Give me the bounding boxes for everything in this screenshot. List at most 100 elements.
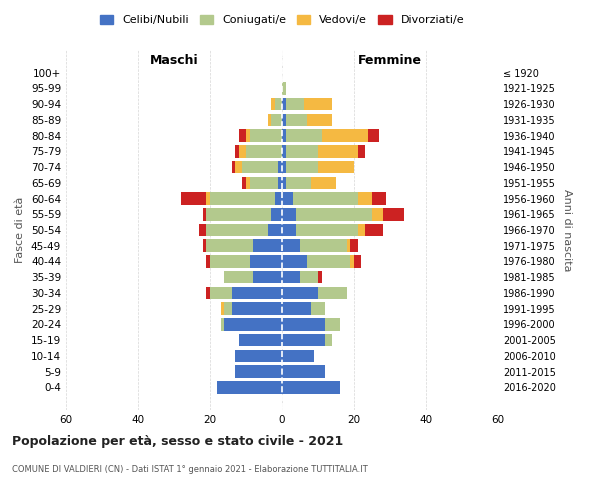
- Bar: [286, 98, 304, 110]
- Bar: [286, 176, 311, 189]
- Bar: [282, 161, 286, 173]
- Bar: [210, 255, 250, 268]
- Bar: [358, 192, 372, 205]
- Bar: [350, 240, 358, 252]
- Bar: [239, 334, 282, 346]
- Bar: [253, 271, 282, 283]
- Bar: [350, 255, 354, 268]
- Bar: [282, 82, 286, 94]
- Bar: [300, 271, 318, 283]
- Bar: [206, 286, 210, 299]
- Bar: [325, 318, 340, 330]
- Bar: [232, 286, 282, 299]
- Bar: [271, 98, 275, 110]
- Bar: [232, 302, 282, 315]
- Bar: [282, 318, 325, 330]
- Bar: [282, 130, 286, 142]
- Bar: [372, 208, 383, 220]
- Bar: [354, 255, 361, 268]
- Bar: [293, 192, 358, 205]
- Bar: [282, 145, 286, 158]
- Text: Femmine: Femmine: [358, 54, 422, 66]
- Bar: [206, 224, 268, 236]
- Bar: [235, 145, 239, 158]
- Bar: [210, 286, 232, 299]
- Bar: [206, 240, 253, 252]
- Bar: [224, 318, 282, 330]
- Bar: [278, 176, 282, 189]
- Bar: [322, 130, 368, 142]
- Bar: [246, 176, 250, 189]
- Bar: [217, 381, 282, 394]
- Bar: [282, 98, 286, 110]
- Bar: [282, 224, 296, 236]
- Bar: [325, 334, 332, 346]
- Bar: [282, 255, 307, 268]
- Bar: [224, 302, 232, 315]
- Bar: [347, 240, 350, 252]
- Text: Popolazione per età, sesso e stato civile - 2021: Popolazione per età, sesso e stato civil…: [12, 435, 343, 448]
- Bar: [307, 255, 350, 268]
- Bar: [282, 271, 300, 283]
- Bar: [275, 98, 282, 110]
- Bar: [250, 255, 282, 268]
- Bar: [368, 130, 379, 142]
- Bar: [275, 192, 282, 205]
- Bar: [253, 240, 282, 252]
- Bar: [318, 271, 322, 283]
- Bar: [206, 208, 271, 220]
- Bar: [199, 224, 206, 236]
- Bar: [282, 240, 300, 252]
- Bar: [246, 130, 250, 142]
- Bar: [235, 350, 282, 362]
- Bar: [250, 130, 282, 142]
- Bar: [224, 271, 253, 283]
- Bar: [235, 366, 282, 378]
- Bar: [278, 161, 282, 173]
- Bar: [181, 192, 206, 205]
- Legend: Celibi/Nubili, Coniugati/e, Vedovi/e, Divorziati/e: Celibi/Nubili, Coniugati/e, Vedovi/e, Di…: [95, 10, 469, 30]
- Bar: [268, 224, 282, 236]
- Bar: [318, 161, 354, 173]
- Bar: [282, 176, 286, 189]
- Bar: [282, 114, 286, 126]
- Bar: [232, 161, 235, 173]
- Bar: [286, 114, 307, 126]
- Bar: [282, 366, 325, 378]
- Bar: [365, 224, 383, 236]
- Bar: [242, 176, 246, 189]
- Bar: [282, 302, 311, 315]
- Bar: [311, 302, 325, 315]
- Bar: [282, 208, 296, 220]
- Bar: [221, 302, 224, 315]
- Bar: [318, 145, 358, 158]
- Bar: [221, 318, 224, 330]
- Bar: [203, 240, 206, 252]
- Bar: [304, 98, 332, 110]
- Bar: [286, 130, 322, 142]
- Bar: [210, 192, 275, 205]
- Y-axis label: Anni di nascita: Anni di nascita: [562, 188, 572, 271]
- Bar: [239, 145, 246, 158]
- Bar: [286, 145, 318, 158]
- Bar: [282, 334, 325, 346]
- Bar: [383, 208, 404, 220]
- Bar: [250, 176, 278, 189]
- Bar: [282, 381, 340, 394]
- Bar: [282, 192, 293, 205]
- Bar: [239, 130, 246, 142]
- Bar: [235, 161, 242, 173]
- Bar: [282, 350, 314, 362]
- Y-axis label: Fasce di età: Fasce di età: [16, 197, 25, 263]
- Bar: [206, 255, 210, 268]
- Bar: [206, 192, 210, 205]
- Bar: [296, 224, 358, 236]
- Bar: [296, 208, 372, 220]
- Bar: [271, 208, 282, 220]
- Bar: [358, 145, 365, 158]
- Bar: [318, 286, 347, 299]
- Text: COMUNE DI VALDIERI (CN) - Dati ISTAT 1° gennaio 2021 - Elaborazione TUTTITALIA.I: COMUNE DI VALDIERI (CN) - Dati ISTAT 1° …: [12, 465, 368, 474]
- Bar: [242, 161, 278, 173]
- Bar: [246, 145, 282, 158]
- Bar: [282, 286, 318, 299]
